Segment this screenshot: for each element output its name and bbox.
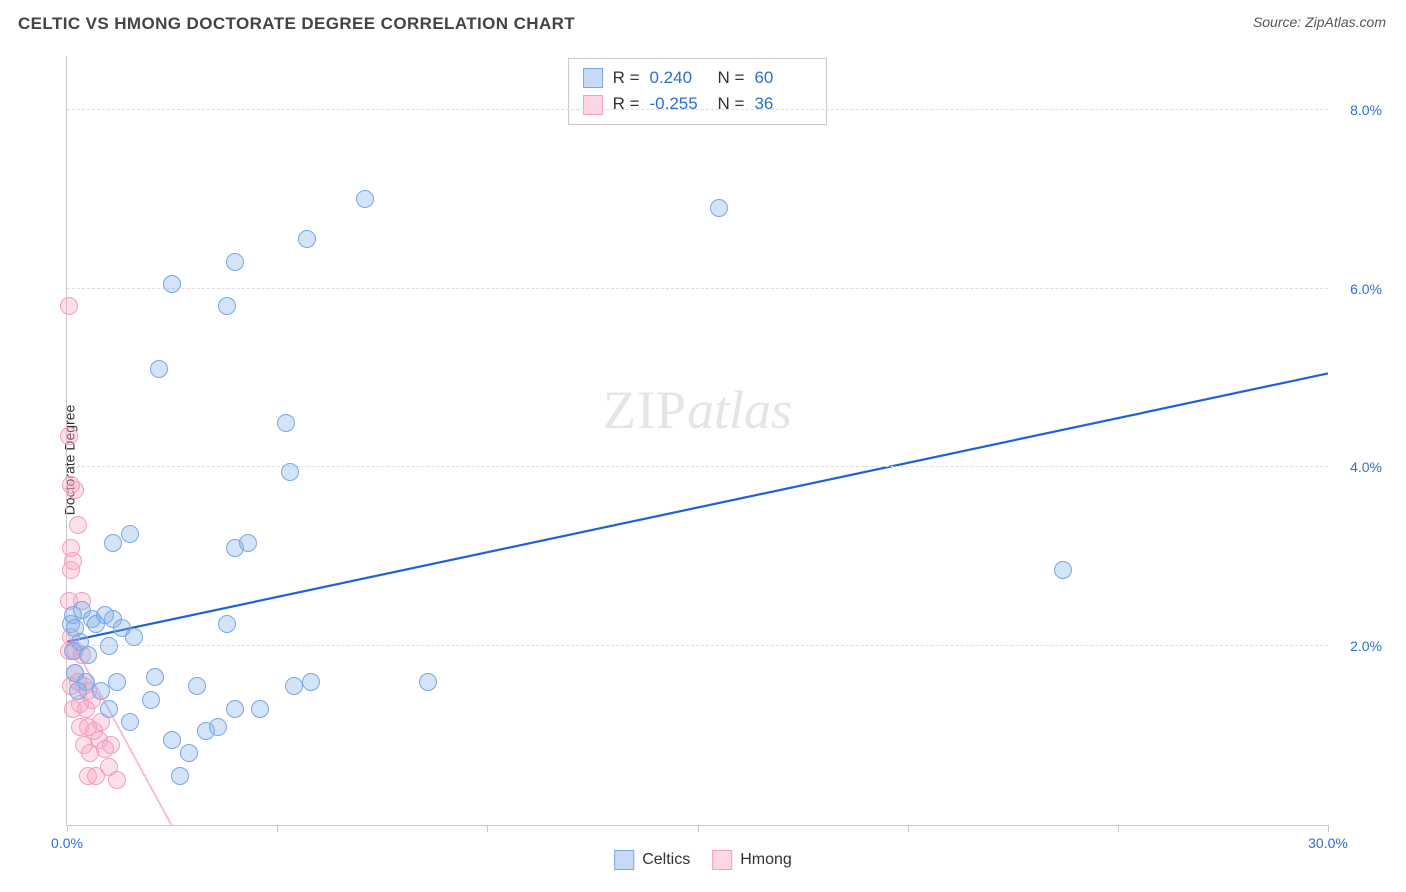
r-value: 0.240: [650, 65, 708, 91]
scatter-point: [100, 637, 118, 655]
scatter-point: [92, 682, 110, 700]
r-label: R =: [613, 65, 640, 91]
legend: Celtics Hmong: [614, 850, 792, 870]
n-value: 60: [754, 65, 812, 91]
x-tick: [698, 825, 699, 832]
n-label: N =: [718, 91, 745, 117]
scatter-point: [96, 606, 114, 624]
watermark-atlas: atlas: [687, 380, 792, 440]
legend-swatch: [712, 850, 732, 870]
x-tick: [1328, 825, 1329, 832]
x-tick: [277, 825, 278, 832]
source-link[interactable]: ZipAtlas.com: [1305, 14, 1386, 30]
chart-title: CELTIC VS HMONG DOCTORATE DEGREE CORRELA…: [18, 14, 575, 34]
scatter-point: [239, 534, 257, 552]
n-value: 36: [754, 91, 812, 117]
scatter-point: [125, 628, 143, 646]
scatter-point: [251, 700, 269, 718]
scatter-point: [277, 414, 295, 432]
x-tick: [487, 825, 488, 832]
scatter-point: [163, 731, 181, 749]
x-tick: [67, 825, 68, 832]
scatter-point: [171, 767, 189, 785]
scatter-point: [69, 682, 87, 700]
legend-swatch: [583, 95, 603, 115]
scatter-plot: ZIPatlas R =0.240N =60R =-0.255N =36 2.0…: [66, 56, 1328, 826]
legend-swatch: [583, 68, 603, 88]
gridline: [67, 466, 1328, 467]
gridline: [67, 109, 1328, 110]
x-tick: [908, 825, 909, 832]
scatter-point: [150, 360, 168, 378]
scatter-point: [64, 552, 82, 570]
watermark: ZIPatlas: [603, 379, 792, 441]
watermark-zip: ZIP: [603, 380, 687, 440]
scatter-point: [163, 275, 181, 293]
scatter-point: [710, 199, 728, 217]
scatter-point: [142, 691, 160, 709]
chart-container: Doctorate Degree ZIPatlas R =0.240N =60R…: [18, 46, 1388, 874]
y-tick-label: 6.0%: [1350, 281, 1382, 297]
legend-swatch: [614, 850, 634, 870]
legend-item: Hmong: [712, 850, 792, 870]
x-tick-label: 0.0%: [51, 835, 83, 851]
y-tick-label: 2.0%: [1350, 638, 1382, 654]
r-value: -0.255: [650, 91, 708, 117]
scatter-point: [121, 713, 139, 731]
source-attribution: Source: ZipAtlas.com: [1253, 14, 1386, 30]
scatter-point: [1054, 561, 1072, 579]
scatter-point: [226, 253, 244, 271]
scatter-point: [302, 673, 320, 691]
legend-label: Hmong: [740, 851, 792, 869]
scatter-point: [146, 668, 164, 686]
scatter-point: [79, 646, 97, 664]
scatter-point: [218, 615, 236, 633]
scatter-point: [104, 534, 122, 552]
scatter-point: [69, 516, 87, 534]
scatter-point: [180, 744, 198, 762]
scatter-point: [108, 673, 126, 691]
gridline: [67, 288, 1328, 289]
scatter-point: [108, 771, 126, 789]
legend-item: Celtics: [614, 850, 690, 870]
scatter-point: [281, 463, 299, 481]
x-tick-label: 30.0%: [1308, 835, 1348, 851]
x-tick: [1118, 825, 1119, 832]
scatter-point: [100, 700, 118, 718]
scatter-point: [66, 481, 84, 499]
scatter-point: [121, 525, 139, 543]
source-label: Source:: [1253, 14, 1301, 30]
r-label: R =: [613, 91, 640, 117]
scatter-point: [60, 297, 78, 315]
scatter-point: [102, 736, 120, 754]
scatter-point: [226, 700, 244, 718]
stats-row: R = 0.240 N = 60: [583, 65, 813, 91]
scatter-point: [356, 190, 374, 208]
scatter-point: [209, 718, 227, 736]
scatter-point: [60, 427, 78, 445]
scatter-point: [298, 230, 316, 248]
scatter-point: [285, 677, 303, 695]
stats-row: R = -0.255 N = 36: [583, 91, 813, 117]
scatter-point: [218, 297, 236, 315]
scatter-point: [419, 673, 437, 691]
stats-box: R = 0.240 N = 60 R = -0.255 N = 36: [568, 58, 828, 125]
y-tick-label: 4.0%: [1350, 459, 1382, 475]
y-tick-label: 8.0%: [1350, 102, 1382, 118]
scatter-point: [188, 677, 206, 695]
gridline: [67, 645, 1328, 646]
legend-label: Celtics: [642, 851, 690, 869]
n-label: N =: [718, 65, 745, 91]
